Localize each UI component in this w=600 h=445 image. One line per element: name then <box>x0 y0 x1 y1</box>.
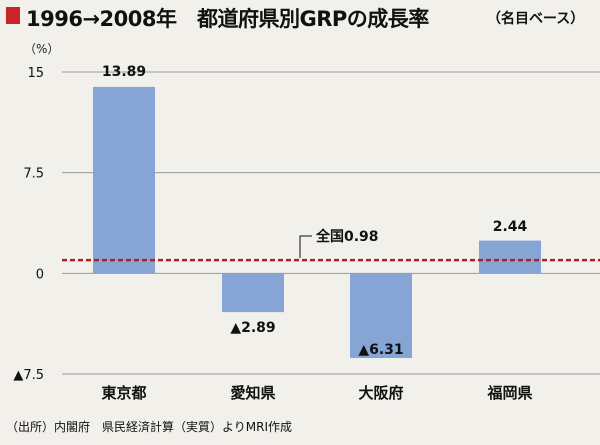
y-tick-label: 7.5 <box>23 167 44 182</box>
data-label-1: 13.89 <box>102 64 146 80</box>
title-bar: 1996→2008年 都道府県別GRPの成長率 （名目ベース） <box>0 0 600 34</box>
bar-3 <box>350 273 412 359</box>
bar-1 <box>93 86 155 274</box>
data-label-3: ▲6.31 <box>358 342 403 358</box>
bar-4 <box>479 240 541 274</box>
y-axis-unit-label: （%） <box>24 42 59 56</box>
title-marker <box>6 7 20 24</box>
y-tick-label: 15 <box>27 66 44 81</box>
chart-subtitle: （名目ベース） <box>487 11 585 27</box>
reference-label-leader <box>299 235 312 258</box>
bar-2 <box>222 273 284 313</box>
category-label-3: 大阪府 <box>358 384 403 402</box>
reference-line-label: 全国0.98 <box>315 228 379 245</box>
y-tick-label: 0 <box>36 267 44 282</box>
data-label-4: 2.44 <box>493 219 528 235</box>
data-label-2: ▲2.89 <box>230 320 275 336</box>
category-label-1: 東京都 <box>101 384 146 402</box>
source-note: （出所）内閣府 県民経済計算（実質）よりMRI作成 <box>6 420 292 434</box>
chart-title: 1996→2008年 都道府県別GRPの成長率 <box>26 7 429 31</box>
y-tick-label: ▲7.5 <box>13 368 44 383</box>
category-label-2: 愛知県 <box>230 384 275 402</box>
category-label-4: 福岡県 <box>486 384 532 402</box>
